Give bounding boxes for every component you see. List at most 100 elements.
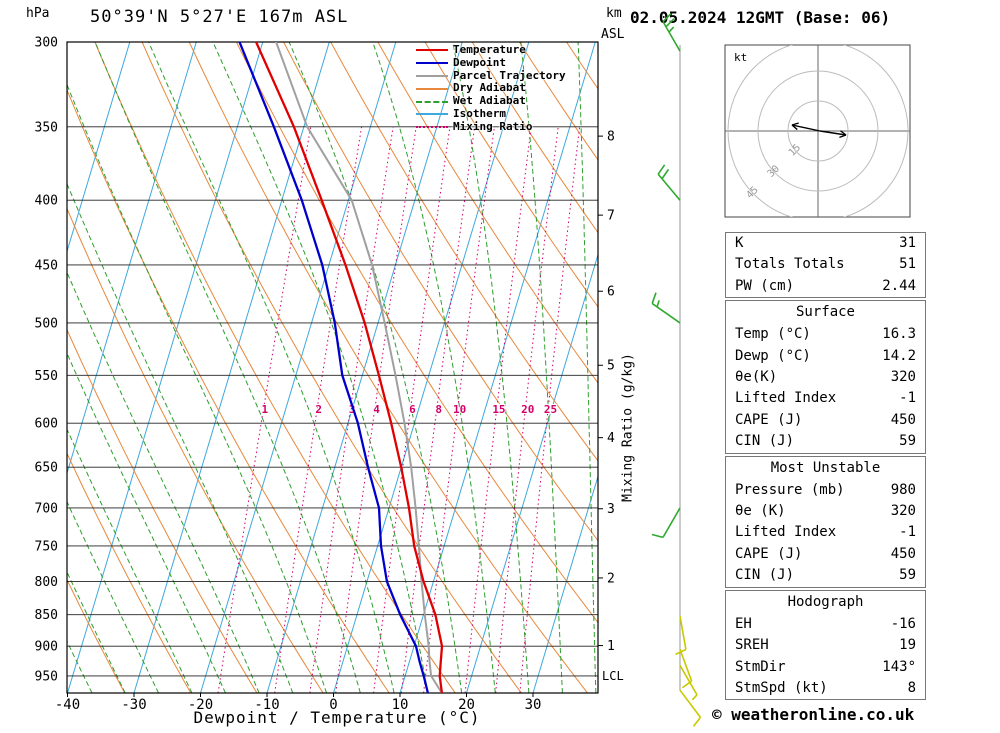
hodograph-ring bbox=[727, 45, 909, 217]
pressure-unit-label: hPa bbox=[26, 6, 50, 21]
table-row-value: -16 bbox=[890, 615, 916, 632]
parcel-trajectory-line bbox=[275, 42, 443, 693]
table-row: θe (K) 320 bbox=[726, 501, 925, 522]
legend-item: Dewpoint bbox=[416, 55, 566, 70]
pressure-tick-label: 350 bbox=[35, 120, 58, 135]
legend-label: Dewpoint bbox=[453, 55, 506, 69]
table-row-label: Dewp (°C) bbox=[735, 347, 811, 364]
wet-adiabat-lines bbox=[67, 42, 597, 693]
table-row-value: 19 bbox=[899, 637, 916, 654]
legend-label: Temperature bbox=[453, 43, 526, 56]
table-row: PW (cm) 2.44 bbox=[726, 276, 925, 297]
mixing-ratio-value-label: 4 bbox=[373, 403, 380, 416]
temperature-line-swatch bbox=[416, 49, 448, 52]
temp-tick-label: 0 bbox=[329, 697, 337, 713]
temperature-line bbox=[254, 42, 444, 693]
temp-tick-label: 30 bbox=[525, 697, 542, 713]
hodograph-trace-arrow bbox=[791, 122, 821, 132]
pressure-tick-label: 500 bbox=[35, 316, 58, 331]
table-row-value: 16.3 bbox=[882, 326, 916, 343]
pressure-tick-label: 650 bbox=[35, 461, 58, 476]
mixing-ratio-lines bbox=[217, 126, 581, 693]
table-row-value: 450 bbox=[890, 545, 916, 562]
temp-tick-label: -10 bbox=[254, 697, 279, 713]
chart-legend: Temperature Dewpoint Parcel Trajectory Dry … bbox=[416, 43, 566, 134]
wind-barb bbox=[651, 507, 681, 539]
stats-table-most-unstable: Most Unstable Pressure (mb) 980 θe (K) 320 Li… bbox=[725, 455, 926, 588]
legend-item: Wet Adiabat bbox=[416, 94, 566, 108]
temp-tick-label: -30 bbox=[121, 697, 146, 713]
table-row: Pressure (mb) 980 bbox=[726, 480, 925, 501]
table-row: CAPE (J) 450 bbox=[726, 410, 925, 431]
table-row-value: -1 bbox=[899, 524, 916, 541]
table-row: Lifted Index -1 bbox=[726, 522, 925, 543]
legend-label: Mixing Ratio bbox=[453, 119, 533, 133]
isotherm-line-swatch bbox=[416, 113, 448, 116]
mixing-ratio-value-label: 25 bbox=[544, 403, 557, 416]
table-row-value: 59 bbox=[899, 433, 916, 450]
hodograph-ring bbox=[757, 70, 879, 192]
dewpoint-line bbox=[238, 42, 430, 693]
legend-item: Dry Adiabat bbox=[416, 82, 566, 95]
dewpoint-line-swatch bbox=[416, 62, 448, 65]
table-row-label: Lifted Index bbox=[735, 524, 837, 541]
wind-barb bbox=[679, 689, 702, 727]
table-row: EH -16 bbox=[726, 614, 925, 635]
table-title: Surface bbox=[795, 304, 855, 321]
hodograph-unit-label: kt bbox=[734, 51, 747, 64]
table-row: StmDir 143° bbox=[726, 657, 925, 678]
wind-barb bbox=[675, 615, 687, 656]
table-row: Dewp (°C) 14.2 bbox=[726, 346, 925, 367]
table-row-value: 8 bbox=[907, 679, 916, 696]
table-row-value: 31 bbox=[899, 235, 916, 251]
mixing-ratio-value-label: 3 bbox=[349, 403, 356, 416]
table-row-value: 320 bbox=[890, 369, 916, 386]
table-row: K 31 bbox=[726, 233, 925, 254]
pressure-tick-label: 400 bbox=[35, 194, 58, 209]
copyright: © weatheronline.co.uk bbox=[712, 705, 915, 724]
legend-item: Temperature bbox=[416, 43, 566, 57]
table-row: θe(K) 320 bbox=[726, 367, 925, 388]
table-row: Totals Totals 51 bbox=[726, 254, 925, 275]
table-row: StmSpd (kt) 8 bbox=[726, 678, 925, 699]
legend-label: Wet Adiabat bbox=[453, 94, 526, 108]
mixing-ratio-value-label: 2 bbox=[315, 403, 322, 416]
mixing-ratio-value-label: 1 bbox=[262, 403, 269, 416]
mixing-ratio-value-label: 15 bbox=[492, 403, 505, 416]
table-row-value: -1 bbox=[899, 390, 916, 407]
lcl-label: LCL bbox=[602, 669, 624, 683]
table-row-label: θe(K) bbox=[735, 369, 778, 386]
wind-barb bbox=[657, 164, 681, 201]
wet-adiabat-line-swatch bbox=[416, 100, 448, 103]
temp-tick-label: -20 bbox=[188, 697, 213, 713]
legend-label: Parcel Trajectory bbox=[453, 68, 566, 82]
temp-tick-label: 20 bbox=[458, 697, 475, 713]
wind-barb bbox=[662, 12, 681, 52]
mixing-ratio-line-swatch bbox=[416, 126, 448, 129]
table-row-value: 450 bbox=[890, 411, 916, 428]
table-row-label: Temp (°C) bbox=[735, 326, 811, 343]
table-row-label: CAPE (J) bbox=[735, 411, 803, 428]
pressure-tick-label: 850 bbox=[35, 608, 58, 623]
parcel-trajectory-line-swatch bbox=[416, 74, 448, 77]
table-row-value: 980 bbox=[890, 481, 916, 498]
table-row-value: 59 bbox=[899, 567, 916, 584]
table-row: CIN (J) 59 bbox=[726, 431, 925, 452]
mixing-ratio-labels: 1 2 3 4 6 8 10 15 20 25 bbox=[261, 402, 559, 417]
table-row-label: StmSpd (kt) bbox=[735, 679, 828, 696]
km-tick-label: 5 bbox=[607, 359, 615, 374]
stats-table-indices: K 31 Totals Totals 51 PW (cm) 2.44 bbox=[725, 232, 926, 299]
table-row-label: θe (K) bbox=[735, 503, 786, 520]
table-row-label: Totals Totals bbox=[735, 256, 845, 273]
mixing-ratio-value-label: 8 bbox=[435, 403, 442, 416]
wind-barb-column bbox=[651, 12, 702, 727]
table-row-value: 2.44 bbox=[882, 277, 916, 294]
table-row-label: K bbox=[735, 235, 744, 251]
hodograph-ring bbox=[787, 100, 849, 162]
table-row: Temp (°C) 16.3 bbox=[726, 324, 925, 345]
altitude-unit-label: km bbox=[606, 6, 622, 21]
altitude-ref-label: ASL bbox=[601, 27, 625, 42]
km-tick-label: 6 bbox=[607, 285, 615, 300]
